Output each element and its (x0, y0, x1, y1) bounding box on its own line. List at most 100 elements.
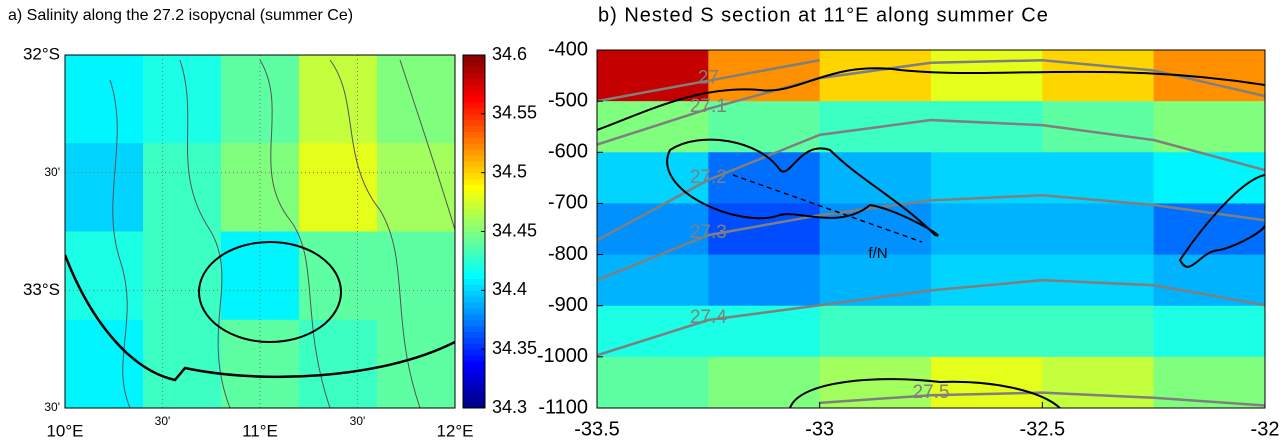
colorbar-step (463, 143, 485, 150)
field-cell (65, 143, 144, 232)
colorbar-step (463, 155, 485, 162)
field-cell (1042, 305, 1155, 358)
colorbar-step (463, 249, 485, 256)
colorbar-step (463, 172, 485, 180)
colorbar-step (463, 378, 485, 385)
field-cell (299, 55, 378, 144)
colorbar-step (463, 302, 485, 309)
colorbar-step (463, 360, 485, 368)
contour (789, 378, 1061, 408)
colorbar-step (463, 90, 485, 97)
colorbar-label: 34.6 (492, 44, 527, 64)
colorbar-step (463, 243, 485, 250)
field-cell (1042, 50, 1155, 102)
y-tick-label: -900 (548, 294, 588, 316)
field-cell (819, 305, 932, 358)
field-cell (931, 203, 1043, 256)
field-cell (708, 101, 821, 153)
field-cell (143, 143, 222, 232)
colorbar-step (463, 102, 485, 109)
field-cell (65, 231, 144, 321)
panel-b-frame (596, 49, 1266, 409)
colorbar-step (463, 190, 485, 197)
field-cell (65, 55, 144, 144)
colorbar-step (463, 390, 485, 397)
field-cell (1042, 152, 1155, 204)
field-cell (931, 254, 1043, 307)
isopycnal-label: 27.1 (690, 96, 727, 117)
y-tick-label: 30' (44, 400, 60, 414)
colorbar-step (463, 178, 485, 185)
isopycnal (597, 193, 1265, 282)
colorbar-step (463, 225, 485, 232)
y-tick-label: 33°S (23, 280, 60, 299)
colorbar-label: 34.55 (492, 103, 537, 123)
colorbar-step (463, 96, 485, 103)
colorbar-step (463, 384, 485, 391)
field-cell (143, 319, 222, 408)
contour (259, 59, 331, 408)
eddy-outline (198, 241, 342, 343)
colorbar-step (463, 107, 485, 115)
field-cell (819, 152, 932, 204)
colorbar-step (463, 213, 485, 221)
field-cell (708, 356, 821, 408)
field-cell (377, 143, 455, 232)
y-tick-label: -500 (548, 89, 588, 111)
field-cell (1153, 254, 1265, 307)
field-cell (708, 254, 821, 307)
field-cell (708, 203, 821, 256)
field-cell (708, 305, 821, 358)
colorbar-step (463, 160, 485, 168)
colorbar-step (463, 266, 485, 274)
colorbar-step (463, 60, 485, 68)
isopycnal (597, 58, 820, 103)
colorbar-step (463, 272, 485, 280)
field-cell (931, 50, 1043, 102)
y-tick-label: 30' (44, 165, 60, 179)
isopycnal-label: 27.4 (690, 307, 727, 328)
field-cell (1153, 152, 1265, 204)
field-cell (597, 254, 709, 307)
y-tick-label: -1100 (538, 396, 588, 418)
colorbar-label: 34.4 (492, 279, 527, 299)
section-decoration (597, 67, 1265, 408)
colorbar-step (463, 337, 485, 344)
x-tick-label: 11°E (242, 421, 278, 440)
field-cell (1153, 50, 1265, 102)
x-tick-label: -33.5 (574, 418, 620, 440)
coastline (65, 254, 455, 382)
colorbar-step (463, 219, 485, 227)
colorbar-step (463, 55, 485, 62)
colorbar-step (463, 319, 485, 327)
colorbar-step (463, 331, 485, 338)
contour (179, 59, 231, 408)
isopycnal (597, 118, 1265, 242)
colorbar-step (463, 343, 485, 350)
field-cell (1153, 305, 1265, 358)
contour (329, 59, 421, 408)
colorbar-step (463, 278, 485, 285)
contour (109, 79, 131, 408)
colorbar-step (463, 66, 485, 74)
colorbar-step (463, 396, 485, 403)
colorbar-step (463, 207, 485, 215)
panel-b-plot: 27 27.1 27.2 27.3 27.4 27.5 (597, 50, 1265, 408)
map-decoration (65, 59, 455, 408)
contour (597, 67, 1265, 131)
isopycnal-label: 27.5 (913, 382, 950, 403)
field-cell (597, 50, 709, 102)
y-tick-label: -400 (548, 38, 588, 60)
field-cell (597, 356, 709, 408)
f-n-line (732, 174, 923, 243)
colorbar-step (463, 231, 485, 238)
field-cell (143, 231, 222, 321)
isopycnal (597, 278, 1265, 357)
colorbar-label: 34.5 (492, 161, 527, 181)
field-cell (377, 55, 455, 144)
colorbar-step (463, 72, 485, 80)
field-cell (1153, 203, 1265, 256)
contour (666, 138, 939, 237)
colorbar-step (463, 131, 485, 138)
